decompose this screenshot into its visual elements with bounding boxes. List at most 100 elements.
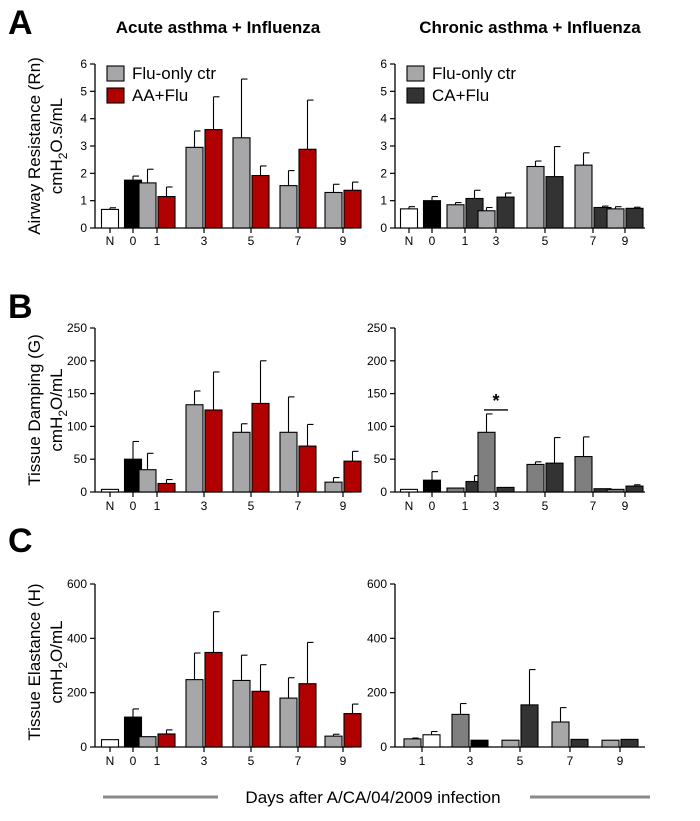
bar-aa-flu-1 [157,196,176,229]
x-axis-label: Days after A/CA/04/2009 infection [245,788,500,807]
bar-ca-flu-5 [545,176,564,229]
bar-flu-only-ctr-3 [451,713,470,748]
x-tick-label: 3 [467,754,474,768]
bar-flu-only-ctr-5 [526,165,545,229]
bar-flu-only-ctr-7 [279,697,298,748]
x-tick-label: 9 [622,499,629,513]
y-tick-label: 2 [80,166,87,180]
bar-aa-flu-3 [204,129,223,229]
y-tick-label: 0 [80,740,87,754]
y-tick-label: 400 [367,631,387,645]
x-tick-label: 9 [340,234,347,248]
x-tick-label: N [106,499,115,513]
y-tick-label: 50 [74,452,88,466]
y-tick-label: 2 [380,166,387,180]
bar-aa-flu-5 [251,402,270,493]
x-tick-label: 9 [340,499,347,513]
y-tick-label: 0 [80,485,87,499]
x-tick-label: 3 [201,234,208,248]
legend-label: CA+Flu [432,86,489,105]
ylabel-c-line1: Tissue Elastance (H) [25,583,44,740]
bar-flu-only-ctr-3 [185,404,204,493]
x-tick-label: N [106,754,115,768]
bar-aa-flu-1 [157,733,176,748]
bar-flu-only-ctr-7 [279,185,298,229]
bar-aa-flu-5 [251,174,270,229]
bar-flu-only-ctr-1 [138,736,157,748]
x-tick-label: 7 [567,754,574,768]
x-tick-label: 9 [622,234,629,248]
bar-aa-flu-7 [298,445,317,493]
bar-ca-flu-9 [620,738,639,748]
bar-ca-flu-5 [520,704,539,748]
bar-flu-only-ctr-9 [324,735,343,748]
x-tick-label: 1 [154,754,161,768]
bar-aa-flu-9 [343,189,362,229]
y-tick-label: 3 [80,139,87,153]
bar-ca-flu-3 [496,486,515,493]
bar-flu-only-ctr-5 [526,463,545,493]
bar-flu-only-ctr-7 [574,164,593,229]
y-tick-label: 200 [67,354,87,368]
y-tick-label: 4 [80,112,87,126]
x-tick-label: 0 [130,234,137,248]
ylabel-a-line2: cmH2O.s/mL [47,98,70,194]
y-tick-label: 600 [67,577,87,591]
y-tick-label: 100 [67,419,87,433]
x-tick-label: 0 [130,499,137,513]
x-tick-label: 7 [295,499,302,513]
col-title-chronic: Chronic asthma + Influenza [419,18,641,37]
legend-label: Flu-only ctr [132,64,216,83]
x-tick-label: N [405,499,414,513]
bar-flu-only-ctr-9 [601,739,620,748]
bar-naive-N [399,488,419,493]
panel-letter-b: B [8,288,33,326]
y-tick-label: 200 [67,686,87,700]
bar-flu-only-ctr-1 [138,469,157,493]
charts-layer: 0 1 2 3 4 5 6 N 0 1 3 5 7 9 Flu-only ctr AA+Flu 0 1 2 3 4 5 6 N… [67,57,645,768]
bar-ca-flu-9 [625,207,644,229]
x-tick-label: 5 [248,234,255,248]
x-tick-label: 0 [130,754,137,768]
x-tick-label: 5 [542,499,549,513]
bar-flu-only-ctr-3 [477,210,496,229]
y-tick-label: 6 [380,57,387,71]
x-tick-label: 0 [429,234,436,248]
bar-naive-N [100,739,120,748]
x-tick-label: 7 [295,754,302,768]
bar-flu-only-ctr-1 [403,738,422,748]
bar-flu-only-ctr-5 [232,137,251,229]
y-tick-label: 6 [80,57,87,71]
y-tick-label: 4 [380,112,387,126]
bar-flu-only-ctr-5 [232,431,251,493]
chart-A-chronic: 0 1 2 3 4 5 6 N 0 1 3 5 7 9 Flu-only ctr CA+Flu [380,57,645,248]
ylabel-b-line2: cmH2O/mL [47,368,70,451]
chart-C-chronic: 0 200 400 600 1 3 5 7 9 [367,577,645,768]
ylabel-b-line1: Tissue Damping (G) [25,334,44,485]
bar-flu-only-ctr-7 [551,721,570,748]
bar-flu-only-ctr-1 [138,182,157,229]
bar-day-0-naive-1 [422,734,441,748]
bar-flu-only-ctr-9 [324,481,343,493]
bar-aa-flu-7 [298,683,317,748]
significance-star: * [492,391,499,411]
x-tick-label: 3 [493,234,500,248]
x-tick-label: 5 [517,754,524,768]
bar-flu-only-ctr-5 [232,679,251,748]
y-tick-label: 250 [67,321,87,335]
y-tick-label: 0 [80,221,87,235]
x-tick-label: 1 [154,234,161,248]
ylabel-c-line2: cmH2O/mL [47,620,70,703]
legend-swatch [106,87,125,104]
y-tick-label: 0 [380,740,387,754]
chart-B-acute: 0 50 100 150 200 250 N 0 1 3 5 7 9 [67,321,362,513]
bar-flu-only-ctr-3 [185,679,204,748]
x-tick-label: 5 [248,754,255,768]
y-tick-label: 200 [367,354,387,368]
legend-swatch [406,87,425,104]
bar-naive-N [399,208,419,229]
chart-A-acute: 0 1 2 3 4 5 6 N 0 1 3 5 7 9 Flu-only ctr AA+Flu [80,57,362,248]
x-tick-label: 0 [429,499,436,513]
x-tick-label: 5 [542,234,549,248]
y-tick-label: 600 [367,577,387,591]
